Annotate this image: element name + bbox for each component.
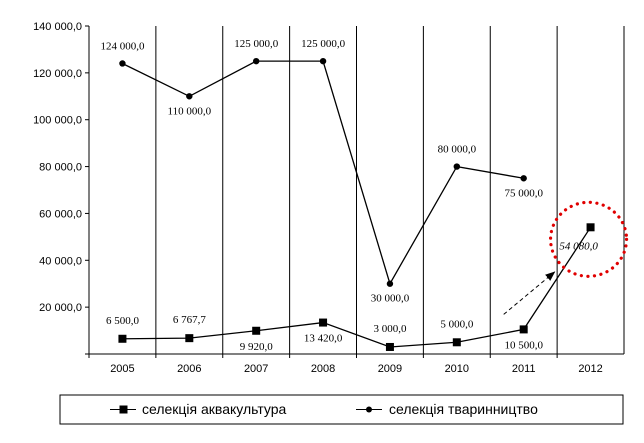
- axes: 20 000,0 40 000,0 60 000,0 80 000,0 100 000,…: [33, 21, 624, 375]
- y-tick-label: 20 000,0: [39, 302, 82, 314]
- x-tick-label: 2006: [177, 363, 201, 375]
- point-aquaculture: [519, 325, 528, 334]
- series-layer: [118, 57, 595, 351]
- x-tick-label: 2008: [311, 363, 335, 375]
- x-tick-label: 2007: [244, 363, 268, 375]
- point-livestock: [252, 57, 260, 65]
- point-aquaculture: [385, 342, 394, 351]
- point-livestock: [520, 175, 527, 182]
- data-label-aquaculture: 6 500,0: [106, 315, 140, 327]
- y-tick-label: 100 000,0: [33, 115, 82, 127]
- legend-marker-livestock: [366, 406, 372, 413]
- annotations: [503, 200, 629, 315]
- legend-box: [59, 394, 624, 425]
- point-aquaculture: [185, 334, 194, 343]
- series-line-aquaculture: [122, 226, 592, 348]
- data-label-aquaculture: 10 500,0: [504, 339, 543, 351]
- y-tick-label: 80 000,0: [39, 162, 82, 174]
- x-tick-label: 2009: [378, 363, 402, 375]
- highlight-circle: [548, 200, 629, 278]
- point-livestock: [119, 60, 126, 67]
- point-livestock: [319, 57, 327, 65]
- x-tick-label: 2011: [512, 363, 536, 375]
- x-tick-label: 2012: [578, 363, 602, 375]
- data-label-livestock: 80 000,0: [438, 144, 477, 156]
- data-label-aquaculture: 13 420,0: [304, 333, 343, 345]
- point-aquaculture: [586, 223, 595, 232]
- point-livestock: [453, 163, 461, 170]
- data-label-aquaculture: 54 080,0: [559, 240, 598, 252]
- data-label-livestock: 75 000,0: [504, 187, 543, 199]
- point-aquaculture: [118, 334, 127, 343]
- y-tick-label: 40 000,0: [39, 255, 82, 267]
- data-label-livestock: 125 000,0: [234, 38, 279, 50]
- data-label-livestock: 124 000,0: [100, 40, 145, 52]
- data-label-aquaculture: 9 920,0: [240, 341, 274, 353]
- point-aquaculture: [252, 326, 261, 335]
- point-livestock: [386, 280, 394, 287]
- point-livestock: [186, 93, 193, 100]
- data-label-aquaculture: 5 000,0: [440, 318, 474, 330]
- grid-lines: [155, 26, 625, 354]
- y-tick-label: 140 000,0: [33, 21, 82, 33]
- data-label-livestock: 30 000,0: [371, 293, 410, 305]
- data-label-aquaculture: 3 000,0: [373, 323, 407, 335]
- series-line-livestock: [122, 60, 524, 286]
- x-tick-label: 2010: [445, 363, 469, 375]
- legend-label-aquaculture: селекція аквакультура: [142, 401, 287, 417]
- y-tick-label: 120 000,0: [33, 68, 82, 80]
- point-aquaculture: [452, 338, 461, 347]
- x-tick-label: 2005: [110, 363, 134, 375]
- legend-label-livestock: селекція тваринництво: [389, 401, 538, 417]
- data-label-aquaculture: 6 767,7: [173, 314, 207, 326]
- data-label-livestock: 110 000,0: [168, 105, 212, 117]
- legend: селекція аквакультура селекція тваринниц…: [59, 394, 624, 425]
- legend-marker-aquaculture: [119, 405, 128, 414]
- point-aquaculture: [319, 318, 328, 327]
- data-labels: 124 000,0 110 000,0 125 000,0 125 000,0 30 0…: [100, 38, 598, 353]
- y-tick-label: 60 000,0: [39, 208, 82, 220]
- data-label-livestock: 125 000,0: [301, 38, 346, 50]
